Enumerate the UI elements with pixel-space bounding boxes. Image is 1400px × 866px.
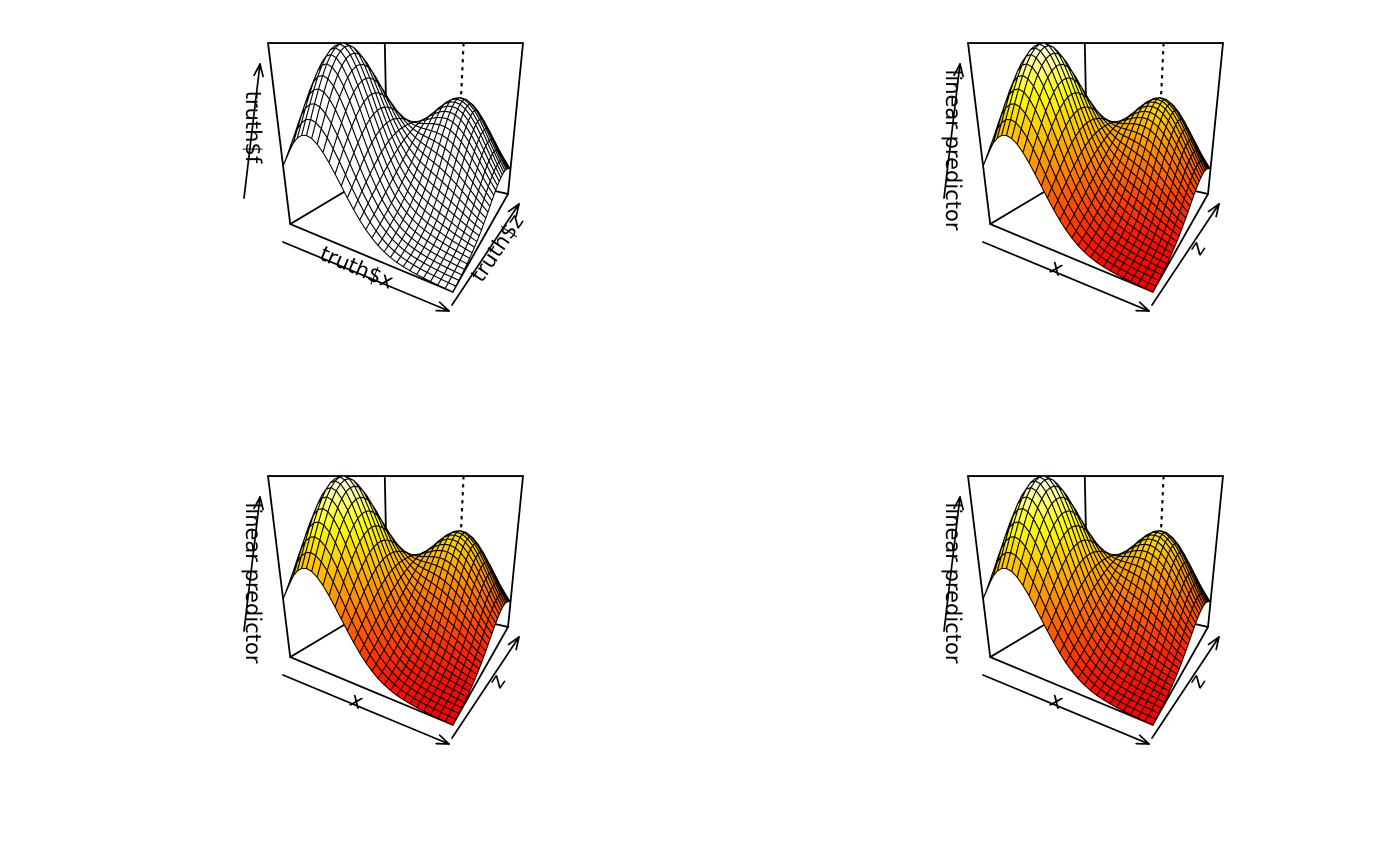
surface-mesh (982, 42, 1212, 293)
zlab-vertical-axis-label: linear predictor (941, 503, 965, 664)
panel-fit-surface-2: linear predictor x z (241, 475, 524, 745)
xlab-axis-label: x (1046, 687, 1067, 714)
peak-marker-dashed-line (1159, 475, 1165, 531)
axis-arrows (943, 496, 1220, 745)
panel-fit-surface-1: linear predictor x z (941, 42, 1224, 312)
zlab-vertical-axis-label: linear predictor (241, 503, 265, 664)
ylab-depth-axis-label: z (484, 670, 510, 693)
ylab-depth-axis-label: z (1184, 670, 1210, 693)
surface-mesh (982, 475, 1212, 726)
ylab-depth-axis-label: z (1184, 237, 1210, 260)
peak-marker-dashed-line (1159, 42, 1165, 98)
axis-arrows (243, 496, 520, 745)
axis-arrows (943, 63, 1220, 312)
axis-arrows (243, 63, 520, 312)
xlab-axis-label: x (1046, 254, 1067, 281)
peak-marker-dashed-line (459, 475, 465, 531)
surface-mesh (282, 42, 512, 293)
peak-marker-dashed-line (459, 42, 465, 98)
panel-fit-surface-3: linear predictor x z (941, 475, 1224, 745)
xlab-axis-label: x (346, 687, 367, 714)
zlab-vertical-axis-label: linear predictor (941, 70, 965, 231)
zlab-vertical-axis-label: truth$f (241, 91, 265, 164)
surface-mesh (282, 475, 512, 726)
